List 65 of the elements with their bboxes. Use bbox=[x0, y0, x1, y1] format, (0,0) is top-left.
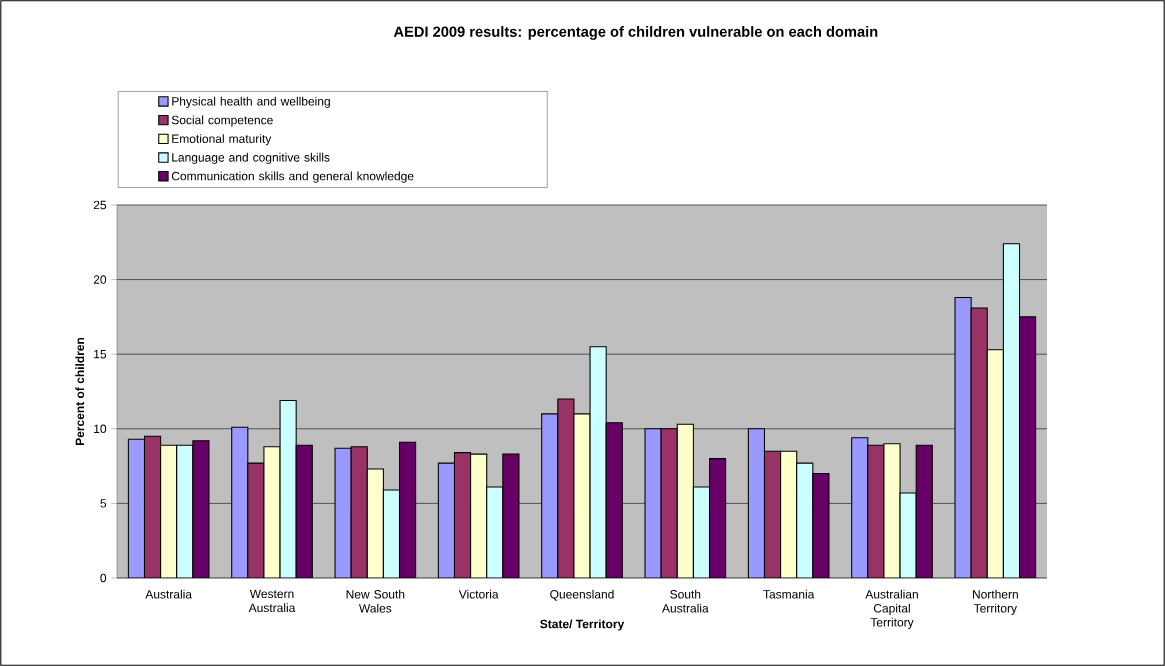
y-tick-label: 25 bbox=[93, 200, 107, 210]
bar bbox=[644, 428, 662, 578]
bar bbox=[143, 435, 162, 578]
bar bbox=[660, 428, 678, 578]
bar bbox=[557, 398, 575, 578]
y-tick-label: 5 bbox=[100, 499, 107, 508]
bar bbox=[382, 489, 401, 578]
bar bbox=[915, 444, 933, 578]
x-tick-label: New South Wales bbox=[346, 589, 405, 613]
bar bbox=[176, 444, 194, 578]
bar bbox=[295, 444, 313, 578]
bar bbox=[970, 307, 988, 578]
x-axis-title: State/ Territory bbox=[540, 619, 625, 631]
bar bbox=[486, 486, 504, 578]
bar bbox=[692, 486, 711, 578]
bar bbox=[502, 453, 520, 578]
legend-label: Language and cognitive skills bbox=[172, 152, 330, 165]
bar bbox=[231, 426, 249, 578]
bar bbox=[541, 413, 559, 578]
legend-label: Social competence bbox=[171, 115, 273, 127]
x-tick-label: Tasmania bbox=[763, 589, 815, 599]
bar bbox=[127, 438, 146, 578]
x-tick-label: South Australia bbox=[662, 589, 709, 613]
bar bbox=[366, 468, 384, 578]
bar bbox=[350, 446, 368, 578]
bar bbox=[796, 462, 814, 578]
bar bbox=[334, 447, 352, 578]
bar bbox=[867, 444, 885, 578]
bar bbox=[1018, 316, 1037, 578]
bar bbox=[470, 453, 488, 578]
x-tick-label: Victoria bbox=[458, 589, 499, 599]
bar bbox=[160, 444, 178, 578]
legend-label: Communication skills and general knowledge bbox=[171, 171, 414, 183]
bar bbox=[747, 428, 766, 578]
y-tick-label: 20 bbox=[93, 275, 107, 284]
bar bbox=[954, 296, 972, 578]
bar bbox=[899, 492, 917, 578]
y-axis-title: Percent of children bbox=[75, 337, 85, 446]
y-tick-label: 15 bbox=[94, 350, 107, 359]
bar bbox=[192, 440, 210, 578]
bar bbox=[589, 346, 607, 578]
legend-label: Emotional maturity bbox=[172, 134, 272, 146]
bar bbox=[247, 462, 265, 578]
x-tick-label: Northern Territory bbox=[972, 589, 1018, 615]
chart-title: AEDI 2009 results: percentage of children vulnerable on each domain bbox=[393, 26, 878, 40]
legend-label: Physical health and wellbeing bbox=[172, 96, 330, 108]
bar bbox=[453, 452, 472, 578]
x-tick-label: Western Australia bbox=[248, 589, 296, 613]
bar bbox=[986, 349, 1004, 578]
bar bbox=[605, 422, 623, 578]
x-tick-label: Australia bbox=[145, 589, 193, 599]
bar bbox=[780, 450, 798, 578]
bar bbox=[676, 423, 694, 578]
y-tick-label: 0 bbox=[100, 573, 107, 583]
bar bbox=[398, 441, 417, 578]
bar bbox=[851, 437, 869, 578]
y-tick-label: 10 bbox=[94, 424, 107, 434]
bar bbox=[708, 458, 727, 578]
bar bbox=[763, 450, 782, 578]
bar bbox=[279, 399, 297, 578]
x-tick-label: Australian Capital Territory bbox=[865, 589, 918, 629]
bar bbox=[812, 473, 830, 578]
x-tick-label: Queensland bbox=[550, 589, 614, 601]
bar bbox=[1002, 243, 1021, 578]
bar bbox=[437, 462, 456, 578]
